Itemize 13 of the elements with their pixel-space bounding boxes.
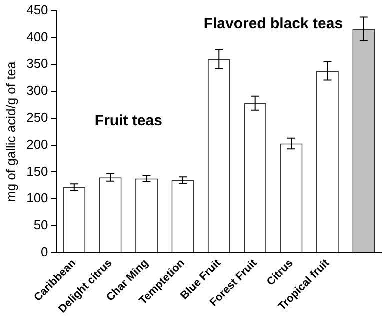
y-tick-label: 0: [41, 244, 48, 260]
y-tick-label: 250: [26, 110, 48, 126]
y-tick-label: 150: [26, 164, 48, 179]
y-tick-label: 50: [34, 218, 48, 233]
y-tick-label: 350: [26, 56, 48, 72]
annotation: Flavored black teas: [204, 15, 344, 32]
y-tick-label: 200: [26, 136, 48, 152]
y-axis-title: mg of gallic acid/g of tea: [3, 61, 18, 202]
y-tick-label: 300: [26, 83, 48, 98]
annotation: Fruit teas: [94, 112, 162, 130]
y-tick-label: 400: [26, 29, 48, 44]
y-tick-label: 450: [26, 2, 48, 18]
y-tick-label: 100: [26, 190, 48, 206]
